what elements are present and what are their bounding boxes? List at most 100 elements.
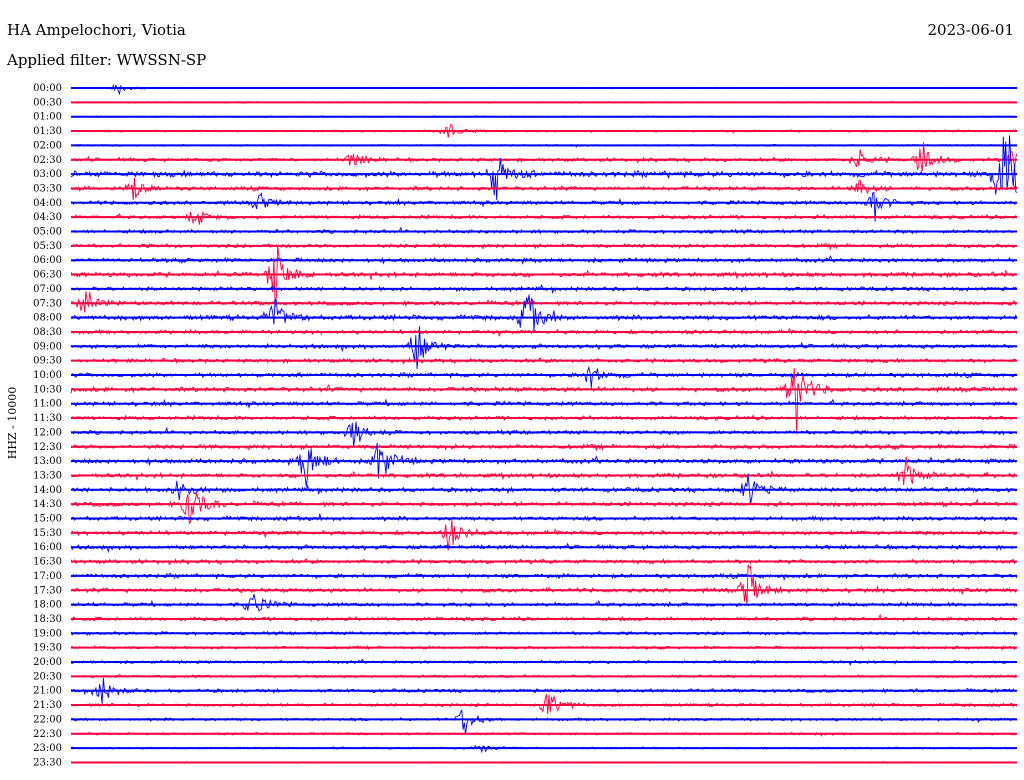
seismic-trace-row <box>70 572 1018 581</box>
row-time-label: 07:00 <box>33 284 62 295</box>
seismic-trace-row <box>70 101 1018 104</box>
row-time-label: 20:30 <box>33 671 62 682</box>
seismic-trace-row <box>70 357 1018 365</box>
seismic-trace-row <box>70 709 1018 736</box>
seismic-trace-row <box>70 135 1018 201</box>
seismic-trace-row <box>70 244 1018 308</box>
row-time-label: 22:00 <box>33 714 62 725</box>
row-time-label: 15:00 <box>33 514 62 525</box>
row-time-label: 02:00 <box>33 140 62 151</box>
row-time-label: 04:00 <box>33 198 62 209</box>
row-time-label: 06:00 <box>33 255 62 266</box>
station-title: HA Ampelochori, Viotia <box>7 21 186 39</box>
date-label: 2023-06-01 <box>927 21 1014 39</box>
row-time-label: 01:30 <box>33 126 62 137</box>
row-time-label: 11:00 <box>33 399 62 410</box>
row-time-label: 15:30 <box>33 528 62 539</box>
seismic-trace-row <box>70 283 1018 295</box>
row-time-label: 11:30 <box>33 413 62 424</box>
seismic-trace-row <box>70 255 1018 265</box>
row-time-label: 14:00 <box>33 485 62 496</box>
row-time-label: 04:30 <box>33 212 62 223</box>
seismic-trace-row <box>70 115 1018 119</box>
row-time-label: 23:00 <box>33 743 62 754</box>
seismic-trace-row <box>70 473 1018 504</box>
row-time-label: 03:30 <box>33 183 62 194</box>
row-time-label: 09:00 <box>33 341 62 352</box>
seismic-trace-row <box>70 745 1018 754</box>
seismic-trace-row <box>70 761 1018 764</box>
row-time-label: 08:30 <box>33 327 62 338</box>
row-time-label: 13:30 <box>33 470 62 481</box>
seismic-trace-row <box>70 594 1018 612</box>
row-time-label: 10:00 <box>33 370 62 381</box>
row-time-label: 12:00 <box>33 427 62 438</box>
row-time-label: 00:30 <box>33 97 62 108</box>
seismic-trace-row <box>70 123 1018 138</box>
row-time-label: 09:30 <box>33 356 62 367</box>
row-time-label: 21:00 <box>33 686 62 697</box>
seismic-trace-row <box>70 365 1018 388</box>
seismic-trace-row <box>70 398 1018 409</box>
row-time-label: 23:30 <box>33 757 62 768</box>
seismic-trace-row <box>70 443 1018 487</box>
row-time-label: 01:00 <box>33 112 62 123</box>
seismic-trace-row <box>70 677 1018 704</box>
seismic-trace-row <box>70 694 1018 715</box>
seismic-trace-row <box>70 613 1018 623</box>
row-time-label: 16:30 <box>33 557 62 568</box>
row-time-label: 18:00 <box>33 600 62 611</box>
row-time-label: 05:30 <box>33 241 62 252</box>
row-time-label: 16:00 <box>33 542 62 553</box>
seismic-trace-row <box>70 177 1018 201</box>
seismic-trace-row <box>70 143 1018 148</box>
row-time-label: 21:30 <box>33 700 62 711</box>
row-time-label: 19:30 <box>33 643 62 654</box>
seismic-trace-row <box>70 630 1018 637</box>
row-time-label: 18:30 <box>33 614 62 625</box>
row-time-label: 19:00 <box>33 628 62 639</box>
seismic-trace-row <box>70 456 1018 486</box>
seismic-trace-row <box>70 492 1018 525</box>
row-time-label: 17:00 <box>33 571 62 582</box>
seismic-trace-row <box>70 731 1018 737</box>
row-time-label: 07:30 <box>33 298 62 309</box>
seismic-trace-row <box>70 242 1018 251</box>
row-time-label: 14:30 <box>33 499 62 510</box>
seismic-trace-row <box>70 327 1018 338</box>
seismic-trace-row <box>70 645 1018 651</box>
row-time-label: 20:00 <box>33 657 62 668</box>
row-time-label: 10:30 <box>33 384 62 395</box>
seismic-trace-row <box>70 564 1018 606</box>
seismic-trace-row <box>70 542 1018 554</box>
y-axis-label: HHZ - 10000 <box>6 387 19 460</box>
row-time-label: 00:00 <box>33 83 62 94</box>
row-time-label: 17:30 <box>33 585 62 596</box>
seismic-trace-row <box>70 673 1018 679</box>
seismic-trace-row <box>70 142 1018 172</box>
row-labels: 00:00 00:30 01:00 01:30 02:00 02:30 03:00 03:30… <box>33 83 62 768</box>
filter-label: Applied filter: WWSSN-SP <box>7 51 207 69</box>
seismic-trace-row <box>71 191 1018 222</box>
seismic-trace-row <box>70 226 1018 235</box>
row-time-label: 06:30 <box>33 270 62 281</box>
seismic-trace-row <box>70 442 1018 451</box>
seismic-trace-row <box>70 658 1018 667</box>
row-time-label: 02:30 <box>33 155 62 166</box>
seismic-trace-row <box>70 291 1018 313</box>
row-time-label: 12:30 <box>33 442 62 453</box>
seismic-trace-row <box>70 558 1018 566</box>
seismic-traces <box>70 83 1018 764</box>
row-time-label: 22:30 <box>33 729 62 740</box>
row-time-label: 13:00 <box>33 456 62 467</box>
seismic-trace-row <box>70 421 1018 447</box>
seismic-trace-row <box>70 294 1018 332</box>
seismic-trace-row <box>70 368 1018 435</box>
seismic-trace-row <box>70 210 1018 225</box>
seismic-trace-row <box>70 83 1018 96</box>
row-time-label: 05:00 <box>33 227 62 238</box>
seismic-trace-row <box>70 512 1018 522</box>
row-time-label: 08:00 <box>33 313 62 324</box>
seismic-trace-row <box>70 414 1017 422</box>
